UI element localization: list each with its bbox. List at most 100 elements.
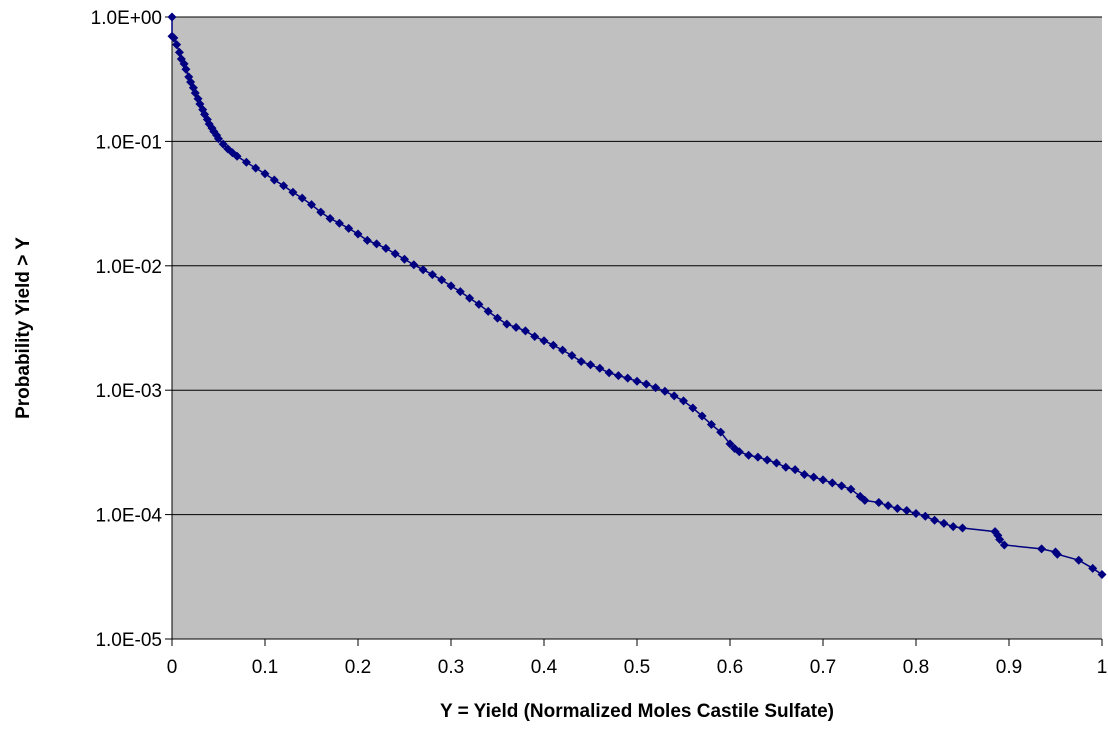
x-tick-label: 0.6 xyxy=(717,657,743,678)
data-point xyxy=(455,287,465,297)
data-point xyxy=(465,293,475,303)
series xyxy=(167,12,1107,579)
data-point xyxy=(502,319,512,329)
data-point xyxy=(902,505,912,515)
data-point xyxy=(530,332,540,342)
data-point xyxy=(883,501,893,511)
data-point xyxy=(1052,549,1062,559)
data-point xyxy=(827,478,837,488)
data-point xyxy=(427,270,437,280)
data-point xyxy=(995,535,1005,545)
data-point xyxy=(288,187,298,197)
x-tick-label: 0.1 xyxy=(252,657,278,678)
y-axis-title: Probability Yield > Y xyxy=(13,237,34,419)
data-point xyxy=(167,12,177,22)
data-point xyxy=(679,396,688,406)
data-point xyxy=(576,357,586,367)
gridlines xyxy=(172,16,1102,516)
data-point xyxy=(632,376,642,386)
data-point xyxy=(316,207,326,217)
data-point xyxy=(539,336,549,346)
x-tick-label: 0.9 xyxy=(996,657,1022,678)
data-point xyxy=(725,439,735,449)
data-point xyxy=(595,363,605,373)
data-point xyxy=(781,462,791,472)
data-point xyxy=(353,229,363,239)
data-point xyxy=(762,455,772,465)
data-point xyxy=(651,383,661,393)
data-point xyxy=(232,151,242,161)
data-point xyxy=(790,465,800,475)
data-point xyxy=(483,306,493,316)
data-point xyxy=(179,59,189,69)
x-tick-label: 0.5 xyxy=(624,657,650,678)
data-point xyxy=(334,218,344,228)
data-point xyxy=(939,518,949,528)
data-point xyxy=(892,503,902,513)
data-point xyxy=(269,175,279,185)
data-point xyxy=(818,475,828,485)
data-point xyxy=(669,391,679,401)
data-point xyxy=(174,47,184,57)
y-tick-label: 1.0E-01 xyxy=(95,132,162,153)
data-point xyxy=(1074,555,1084,565)
data-point xyxy=(930,515,940,525)
x-tick-label: 0.8 xyxy=(903,657,929,678)
data-point xyxy=(688,403,698,413)
data-point xyxy=(697,411,707,421)
data-point xyxy=(558,345,568,355)
data-point xyxy=(325,214,335,224)
tick-labels: 1.0E-05 1.0E-04 1.0E-03 1.0E-02 1.0E-01 1.0E+… xyxy=(91,8,1108,678)
data-point xyxy=(660,386,670,396)
y-tick-label: 1.0E-03 xyxy=(95,381,162,402)
data-point xyxy=(623,373,633,383)
data-point xyxy=(409,260,419,270)
data-point xyxy=(446,281,456,291)
data-point xyxy=(809,472,819,482)
data-point xyxy=(706,420,716,430)
data-point xyxy=(307,200,316,210)
data-point xyxy=(613,371,623,381)
data-point xyxy=(911,509,921,519)
data-point xyxy=(390,249,400,259)
data-point xyxy=(799,470,809,480)
x-tick-label: 0.3 xyxy=(438,657,464,678)
data-point xyxy=(251,163,261,173)
data-point xyxy=(846,484,856,494)
data-point xyxy=(344,223,354,233)
data-point xyxy=(604,368,614,378)
x-tick-label: 1 xyxy=(1097,657,1108,678)
data-point xyxy=(297,193,307,203)
data-point xyxy=(372,239,382,249)
data-point xyxy=(418,265,428,275)
data-point xyxy=(772,458,781,468)
data-point xyxy=(279,181,289,191)
plot-area xyxy=(172,17,1102,639)
data-point xyxy=(734,447,744,457)
data-point xyxy=(874,498,884,508)
data-point xyxy=(744,450,754,460)
data-point xyxy=(169,33,179,43)
data-point xyxy=(948,522,958,532)
data-point xyxy=(381,243,391,253)
data-point xyxy=(586,360,595,370)
y-tick-label: 1.0E-04 xyxy=(95,506,162,527)
x-tick-label: 0.4 xyxy=(531,657,558,678)
data-point xyxy=(214,134,223,144)
x-tick-label: 0 xyxy=(167,657,178,678)
x-tick-label: 0.7 xyxy=(810,657,836,678)
data-point xyxy=(1097,569,1107,579)
data-point xyxy=(920,511,930,521)
data-point xyxy=(241,157,251,167)
y-tick-label: 1.0E-05 xyxy=(95,630,162,651)
data-point xyxy=(753,452,763,462)
data-point xyxy=(181,64,191,74)
x-tick-label: 0.2 xyxy=(345,657,371,678)
data-point xyxy=(1037,544,1047,554)
data-point xyxy=(641,379,651,389)
data-point xyxy=(837,481,847,491)
data-point xyxy=(999,540,1009,550)
y-tick-label: 1.0E+00 xyxy=(91,8,162,29)
